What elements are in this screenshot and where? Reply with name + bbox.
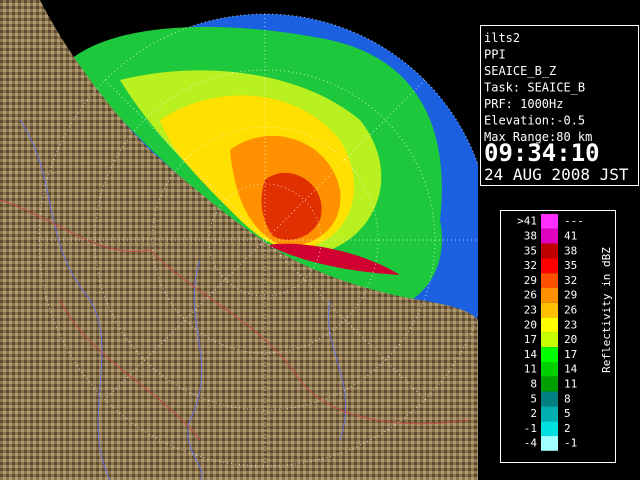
legend-high: --- bbox=[564, 215, 584, 228]
legend-swatch bbox=[541, 273, 558, 288]
legend-high: 32 bbox=[564, 274, 577, 287]
time: 09:34:10 bbox=[484, 139, 600, 167]
legend-high: 5 bbox=[564, 407, 571, 420]
info-line: SEAICE_B_Z bbox=[484, 64, 556, 78]
legend-low: 14 bbox=[524, 348, 538, 361]
legend-low: 26 bbox=[524, 289, 537, 302]
legend-low: -4 bbox=[524, 437, 538, 450]
legend-high: -1 bbox=[564, 437, 577, 450]
legend-high: 20 bbox=[564, 333, 577, 346]
legend-low: 17 bbox=[524, 333, 537, 346]
info-line: PRF: 1000Hz bbox=[484, 97, 563, 111]
legend-low: 35 bbox=[524, 244, 537, 257]
legend-high: 8 bbox=[564, 392, 571, 405]
legend-high: 41 bbox=[564, 229, 577, 242]
legend-swatch bbox=[541, 362, 558, 377]
info-line: ilts2 bbox=[484, 31, 520, 45]
legend-high: 23 bbox=[564, 318, 577, 331]
legend-swatch bbox=[541, 228, 558, 244]
legend-low: 29 bbox=[524, 274, 537, 287]
legend-swatch bbox=[541, 376, 558, 392]
legend-swatch bbox=[541, 436, 558, 451]
legend-low: 11 bbox=[524, 363, 537, 376]
legend-high: 26 bbox=[564, 303, 577, 316]
legend-swatch bbox=[541, 347, 558, 362]
legend-swatch bbox=[541, 406, 558, 422]
rivers bbox=[19, 119, 347, 480]
echo-core bbox=[261, 172, 322, 240]
info-line: Task: SEAICE_B bbox=[484, 81, 585, 95]
info-line: PPI bbox=[484, 48, 506, 62]
info-panel bbox=[480, 25, 639, 186]
legend-low: 8 bbox=[530, 377, 537, 390]
legend-swatch bbox=[541, 288, 558, 303]
legend-high: 29 bbox=[564, 289, 577, 302]
legend-high: 14 bbox=[564, 363, 578, 376]
legend-swatch bbox=[541, 421, 558, 436]
legend-swatch bbox=[541, 214, 558, 229]
legend-low: 5 bbox=[530, 392, 537, 405]
legend-swatch bbox=[541, 258, 558, 274]
legend-high: 38 bbox=[564, 244, 577, 257]
info-line: Max Range:80 km bbox=[484, 130, 592, 144]
boundaries bbox=[0, 199, 471, 441]
legend-swatch bbox=[541, 317, 558, 333]
info-line: Elevation:-0.5 bbox=[484, 114, 585, 128]
legend-swatch bbox=[541, 243, 558, 259]
legend-swatch bbox=[541, 302, 558, 318]
range-rings bbox=[38, 13, 478, 467]
legend-low: 38 bbox=[524, 229, 537, 242]
legend-low: 20 bbox=[524, 318, 537, 331]
legend-swatch bbox=[541, 391, 558, 407]
legend-high: 17 bbox=[564, 348, 577, 361]
legend-low: 23 bbox=[524, 303, 537, 316]
legend-high: 35 bbox=[564, 259, 577, 272]
legend-low: >41 bbox=[517, 215, 537, 228]
legend-low: 32 bbox=[524, 259, 537, 272]
legend-high: 2 bbox=[564, 422, 571, 435]
date: 24 AUG 2008 JST bbox=[484, 165, 629, 184]
echo-band bbox=[268, 243, 400, 275]
legend-swatch bbox=[541, 332, 558, 348]
legend-low: 2 bbox=[530, 407, 537, 420]
radar-image bbox=[0, 0, 478, 480]
legend-high: 11 bbox=[564, 377, 577, 390]
legend-low: -1 bbox=[524, 422, 537, 435]
legend-title: Reflectivity in dBZ bbox=[600, 247, 613, 373]
